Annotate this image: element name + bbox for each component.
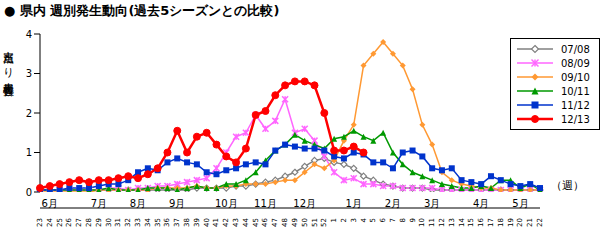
svg-text:5月: 5月 — [512, 198, 528, 209]
svg-text:51: 51 — [311, 218, 319, 227]
svg-text:11月: 11月 — [254, 198, 277, 209]
svg-text:29: 29 — [95, 218, 103, 227]
html-text:（週）: （週） — [551, 179, 584, 192]
svg-text:28: 28 — [85, 218, 93, 227]
svg-text:9: 9 — [409, 218, 417, 222]
svg-text:13: 13 — [448, 218, 456, 227]
svg-text:35: 35 — [154, 218, 162, 227]
svg-text:50: 50 — [301, 218, 309, 227]
html-text:● 県内 週別発生動向(過去5シーズンとの比較): ● 県内 週別発生動向(過去5シーズンとの比較) — [4, 3, 280, 18]
svg-text:11: 11 — [428, 218, 436, 227]
html-text:10/11: 10/11 — [561, 85, 590, 97]
svg-text:44: 44 — [242, 217, 250, 226]
svg-text:30: 30 — [105, 218, 113, 227]
svg-text:4: 4 — [360, 217, 368, 222]
svg-text:3月: 3月 — [424, 198, 440, 209]
svg-text:8月: 8月 — [130, 198, 146, 209]
html-text:11/12: 11/12 — [561, 99, 590, 111]
svg-text:12月: 12月 — [293, 198, 316, 209]
svg-text:4: 4 — [26, 29, 32, 40]
svg-text:39: 39 — [193, 218, 201, 227]
svg-text:10: 10 — [418, 218, 426, 227]
svg-text:34: 34 — [144, 217, 152, 226]
svg-text:17: 17 — [487, 218, 495, 227]
html-text:07/08: 07/08 — [561, 43, 590, 55]
svg-text:1: 1 — [26, 147, 32, 158]
svg-text:37: 37 — [173, 218, 181, 227]
svg-text:6: 6 — [379, 217, 387, 222]
svg-text:27: 27 — [75, 218, 83, 227]
svg-text:3: 3 — [26, 68, 32, 79]
svg-text:18: 18 — [497, 218, 505, 227]
svg-text:8: 8 — [399, 218, 407, 222]
svg-text:46: 46 — [261, 217, 269, 226]
svg-text:49: 49 — [291, 218, 299, 227]
svg-text:32: 32 — [124, 218, 132, 227]
svg-text:2: 2 — [26, 108, 32, 119]
html-text:08/09: 08/09 — [561, 57, 590, 69]
svg-text:14: 14 — [458, 217, 466, 226]
svg-text:22: 22 — [536, 218, 544, 227]
svg-text:26: 26 — [65, 217, 73, 226]
html-text:定点当たり患者報告数: 定点当たり患者報告数 — [2, 42, 15, 78]
svg-text:21: 21 — [526, 218, 534, 227]
svg-text:31: 31 — [114, 218, 122, 227]
svg-text:52: 52 — [320, 218, 328, 227]
svg-text:23: 23 — [36, 218, 44, 227]
svg-text:20: 20 — [516, 218, 524, 227]
svg-text:2: 2 — [340, 218, 348, 222]
svg-text:6月: 6月 — [42, 198, 58, 209]
svg-text:2月: 2月 — [385, 198, 401, 209]
svg-text:1月: 1月 — [346, 198, 362, 209]
svg-text:45: 45 — [252, 218, 260, 227]
svg-text:47: 47 — [271, 218, 279, 227]
svg-text:0: 0 — [26, 187, 32, 198]
svg-text:12: 12 — [438, 218, 446, 227]
svg-text:24: 24 — [46, 217, 54, 226]
svg-text:3: 3 — [350, 218, 358, 222]
svg-text:16: 16 — [477, 217, 485, 226]
svg-text:43: 43 — [232, 218, 240, 227]
svg-text:25: 25 — [56, 218, 64, 227]
svg-text:15: 15 — [467, 218, 475, 227]
svg-text:19: 19 — [507, 218, 515, 227]
svg-text:1: 1 — [330, 218, 338, 222]
svg-text:5: 5 — [369, 218, 377, 222]
svg-text:42: 42 — [222, 218, 230, 227]
html-text:12/13: 12/13 — [561, 113, 590, 125]
html-text:09/10: 09/10 — [561, 71, 590, 83]
svg-text:48: 48 — [281, 218, 289, 227]
svg-text:10月: 10月 — [215, 198, 238, 209]
svg-text:4月: 4月 — [473, 198, 489, 209]
svg-text:40: 40 — [203, 218, 211, 227]
svg-text:7月: 7月 — [91, 198, 107, 209]
svg-text:41: 41 — [212, 218, 220, 227]
svg-text:38: 38 — [183, 218, 191, 227]
svg-text:7: 7 — [389, 218, 397, 222]
svg-text:33: 33 — [134, 218, 142, 227]
svg-text:36: 36 — [163, 217, 171, 226]
svg-text:9月: 9月 — [169, 198, 185, 209]
